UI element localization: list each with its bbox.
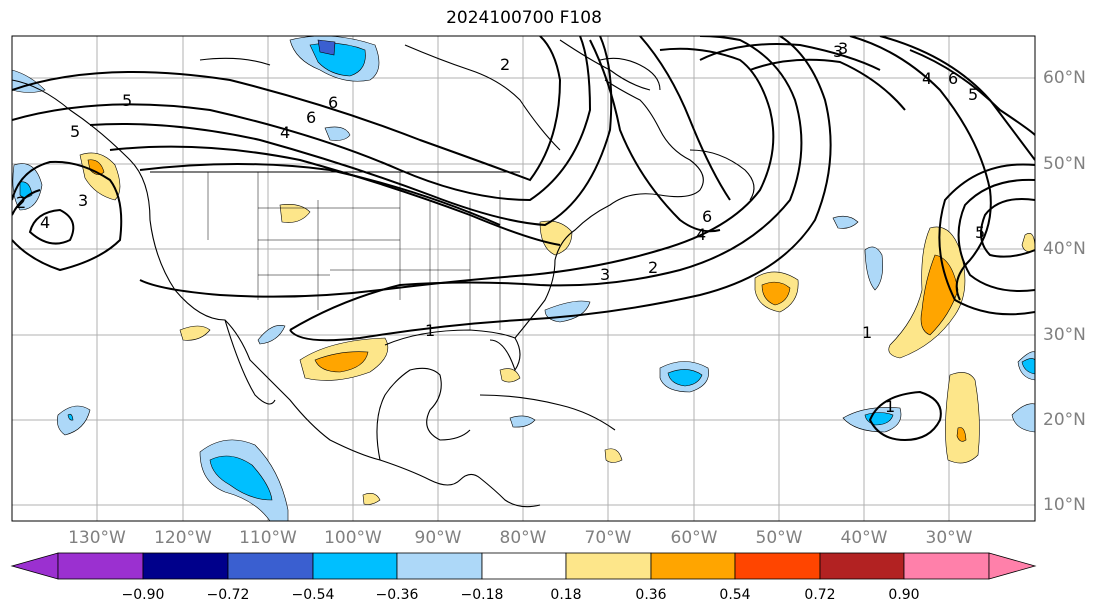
contour-label: 4 (280, 123, 290, 142)
colorbar-swatch (396, 552, 483, 580)
colorbar-tick-label: 0.72 (804, 587, 836, 603)
colorbar-tick-label: −0.54 (291, 587, 335, 603)
colorbar-swatch (819, 552, 905, 580)
lon-label: 120°W (154, 528, 212, 548)
contour-label: 4 (40, 213, 50, 232)
contour-label: 1 (425, 321, 435, 340)
colorbar-swatch (142, 552, 229, 580)
colorbar-tick-label: 0.36 (635, 587, 667, 603)
contour-label: 3 (838, 39, 848, 58)
lon-label: 50°W (755, 528, 803, 548)
lon-label: 30°W (925, 528, 973, 548)
contour-label: 2 (16, 193, 26, 212)
lat-label: 30°N (1043, 325, 1086, 345)
colorbar-swatch (227, 552, 314, 580)
contours (12, 36, 1035, 442)
contour-label: 5 (122, 91, 132, 110)
lon-label: 130°W (68, 528, 126, 548)
colorbar-swatch (481, 552, 567, 580)
lon-label: 40°W (840, 528, 888, 548)
coastlines (12, 39, 755, 508)
contour-label: 1 (885, 397, 895, 416)
colorbar-swatch (57, 552, 144, 580)
lat-label: 10°N (1043, 495, 1086, 515)
contour-labels: 5 6 4 3 2 1 4 5 6 3 2 4 6 3 2 1 1 3 4 6 … (16, 39, 985, 416)
lon-label: 100°W (324, 528, 382, 548)
contour-label: 6 (306, 108, 316, 127)
state-borders (207, 172, 501, 330)
lat-label: 20°N (1043, 410, 1086, 430)
lat-lon-grid (12, 36, 1035, 521)
colorbar-tick-label: 0.54 (719, 587, 751, 603)
lon-label: 90°W (414, 528, 462, 548)
colorbar-tick-label: −0.72 (206, 587, 250, 603)
lat-label: 40°N (1043, 239, 1086, 259)
lon-label: 110°W (239, 528, 297, 548)
contour-label: 5 (968, 85, 978, 104)
colorbar-tick-label: 0.90 (888, 587, 920, 603)
contour-label: 4 (922, 69, 932, 88)
contour-label: 2 (500, 55, 510, 74)
colorbar (10, 552, 1037, 580)
colorbar-swatch (650, 552, 736, 580)
colorbar-swatch (734, 552, 821, 580)
lon-label: 70°W (584, 528, 632, 548)
map-title: 2024100700 F108 (446, 8, 602, 28)
colorbar-under-arrow (10, 552, 59, 580)
contour-label: 2 (648, 258, 658, 277)
lat-label: 50°N (1043, 154, 1086, 174)
colorbar-tick-label: −0.90 (121, 587, 165, 603)
colorbar-swatch (565, 552, 652, 580)
contour-label: 3 (600, 265, 610, 284)
anomaly-fill (12, 36, 1035, 521)
contour-label: 4 (696, 225, 706, 244)
colorbar-tick-label: −0.18 (460, 587, 504, 603)
contour-label: 6 (948, 69, 958, 88)
contour-label: 5 (975, 223, 985, 242)
colorbar-swatch (903, 552, 990, 580)
lat-label: 60°N (1043, 68, 1086, 88)
contour-label: 3 (833, 42, 843, 61)
colorbar-tick-label: 0.18 (550, 587, 582, 603)
contour-label: 1 (862, 323, 872, 342)
contour-label: 5 (70, 122, 80, 141)
lon-label: 60°W (670, 528, 718, 548)
colorbar-swatch (312, 552, 398, 580)
colorbar-tick-label: −0.36 (375, 587, 419, 603)
contour-label: 3 (78, 191, 88, 210)
colorbar-over-arrow (988, 552, 1037, 580)
lon-label: 80°W (499, 528, 547, 548)
contour-label: 6 (328, 93, 338, 112)
map-frame (11, 35, 1036, 522)
contour-label: 6 (702, 207, 712, 226)
